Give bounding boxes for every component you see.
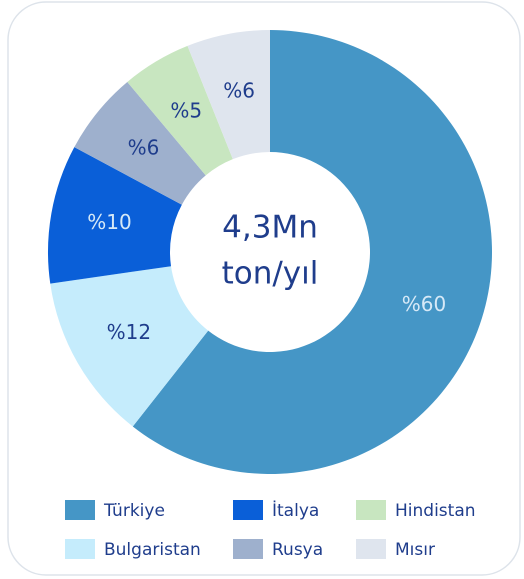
legend-label: Bulgaristan [104,540,201,560]
slice [50,266,209,427]
center-unit: ton/yıl [222,256,319,292]
legend-swatch [233,539,263,559]
value-label: %6 [223,78,255,102]
slice [74,81,206,205]
legend-label: Mısır [395,540,435,560]
legend-swatch [65,539,95,559]
legend-label: Rusya [272,540,323,560]
legend-swatch [233,500,263,520]
legend-label: Türkiye [103,501,165,521]
value-label: %12 [107,320,151,344]
value-label: %5 [170,99,202,123]
slice [132,30,493,475]
value-label: %6 [128,136,160,160]
value-label: %10 [87,210,131,234]
slice [187,30,270,160]
slice [47,147,182,284]
legend-label: Hindistan [395,501,476,521]
legend-swatch [356,539,386,559]
legend-label: İtalya [272,500,319,521]
donut: %60 %12 %10 %6 %5 %6 [47,30,493,475]
legend-swatch [65,500,95,520]
legend-swatch [356,500,386,520]
slice [127,45,233,176]
center-value: 4,3Mn [222,210,318,246]
value-label: %60 [402,292,446,316]
